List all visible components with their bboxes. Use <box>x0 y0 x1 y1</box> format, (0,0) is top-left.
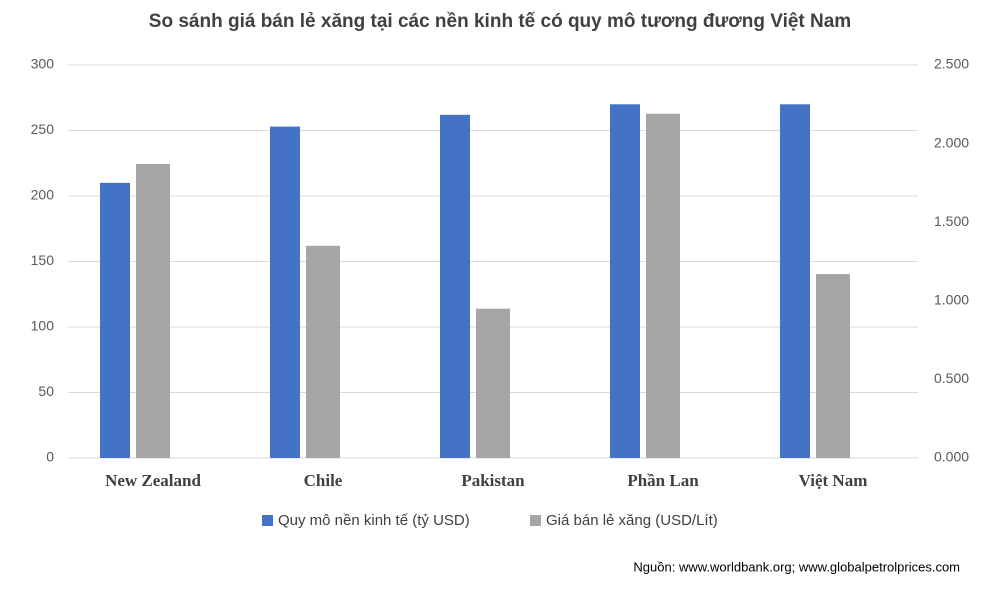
y2-tick-label: 1.500 <box>934 213 969 229</box>
bar <box>610 104 640 459</box>
legend-label: Giá bán lẻ xăng (USD/Lít) <box>546 512 718 529</box>
y2-tick-label: 2.000 <box>934 134 969 150</box>
x-tick-label: Việt Nam <box>799 471 868 490</box>
legend-label: Quy mô nền kinh tế (tỷ USD) <box>278 512 470 529</box>
source-note: Nguồn: www.worldbank.org; www.globalpetr… <box>633 559 960 574</box>
bar <box>100 182 130 458</box>
y-tick-label: 50 <box>38 383 54 399</box>
y2-tick-label: 2.500 <box>934 56 969 72</box>
bar <box>646 113 680 459</box>
bar <box>136 164 170 458</box>
y-tick-label: 250 <box>31 121 55 137</box>
y-tick-label: 100 <box>31 318 55 334</box>
y2-tick-label: 0.000 <box>934 449 969 465</box>
x-tick-label: Pakistan <box>461 471 525 490</box>
bar <box>476 308 510 458</box>
bar <box>780 104 810 459</box>
x-tick-label: Chile <box>304 471 343 490</box>
x-tick-label: Phần Lan <box>627 471 699 490</box>
bar <box>306 245 340 458</box>
y-tick-label: 200 <box>31 187 55 203</box>
bar <box>440 114 470 458</box>
legend-swatch <box>530 515 541 526</box>
x-tick-label: New Zealand <box>105 471 201 490</box>
y2-tick-label: 0.500 <box>934 370 969 386</box>
y-tick-label: 0 <box>46 449 54 465</box>
y-tick-label: 300 <box>31 56 55 72</box>
legend-swatch <box>262 515 273 526</box>
bar <box>816 274 850 458</box>
y-tick-label: 150 <box>31 252 55 268</box>
bar <box>270 126 300 458</box>
chart-title: So sánh giá bán lẻ xăng tại các nền kinh… <box>149 11 851 32</box>
y2-tick-label: 1.000 <box>934 292 969 308</box>
